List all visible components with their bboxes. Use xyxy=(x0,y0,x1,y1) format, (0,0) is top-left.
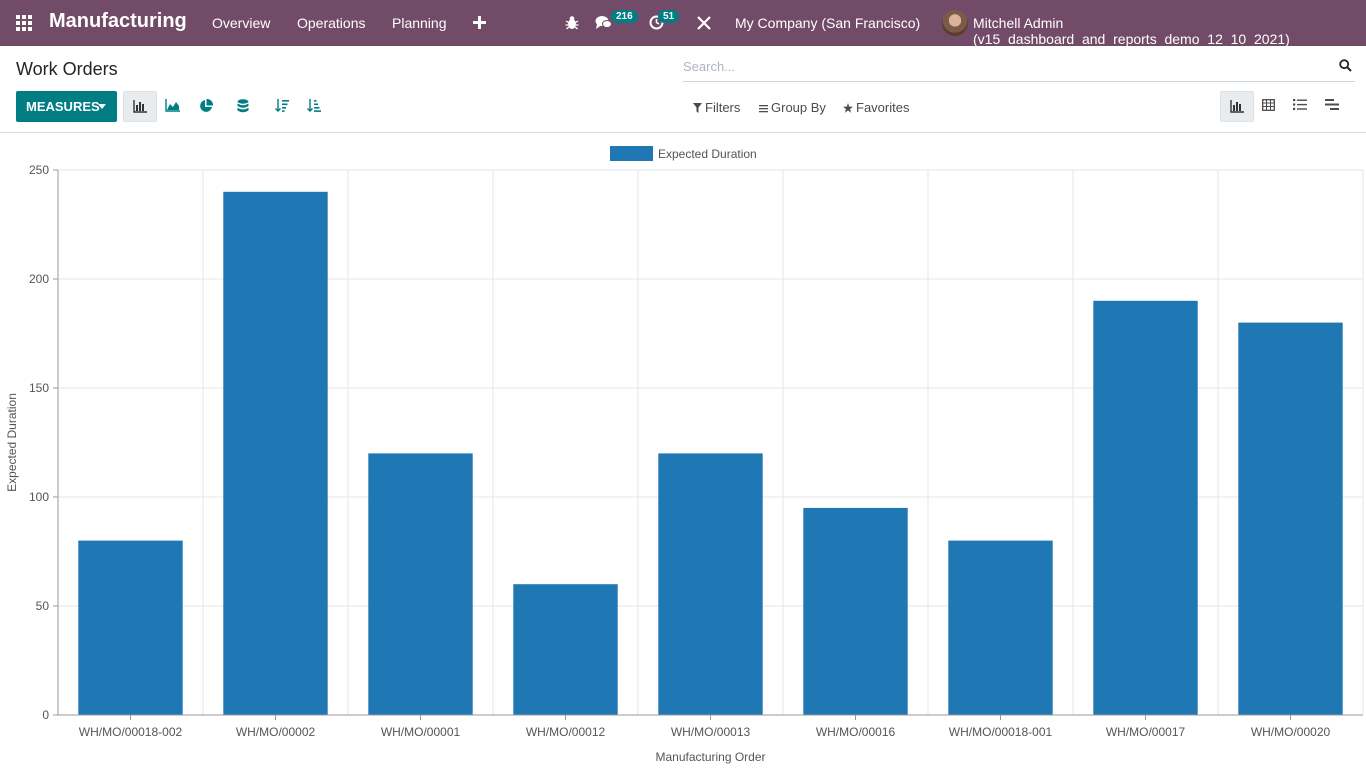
y-tick-label: 200 xyxy=(29,272,49,286)
messages-badge: 216 xyxy=(611,10,638,23)
list-view-button[interactable] xyxy=(1284,91,1318,122)
x-tick-label: WH/MO/00001 xyxy=(381,725,461,739)
pie-chart-icon xyxy=(200,99,213,112)
tools-icon[interactable] xyxy=(697,16,711,35)
user-menu[interactable]: Mitchell Admin (v15_dashboard_and_report… xyxy=(973,15,1290,47)
sort-descending-button[interactable] xyxy=(266,91,300,122)
y-tick-label: 150 xyxy=(29,381,49,395)
apps-menu-icon[interactable] xyxy=(16,15,32,31)
pivot-view-button[interactable] xyxy=(1253,91,1287,122)
bars-icon xyxy=(759,105,768,113)
bug-icon[interactable] xyxy=(565,15,579,35)
x-tick-label: WH/MO/00013 xyxy=(671,725,751,739)
bar xyxy=(368,453,473,715)
bar-chart-view-icon xyxy=(1230,100,1244,113)
y-tick-label: 0 xyxy=(42,708,49,722)
line-chart-mode-button[interactable] xyxy=(156,91,190,122)
company-switcher[interactable]: My Company (San Francisco) xyxy=(735,15,921,31)
y-tick-label: 50 xyxy=(36,599,50,613)
pie-chart-mode-button[interactable] xyxy=(190,91,224,122)
menu-overview[interactable]: Overview xyxy=(212,15,271,31)
page-title: Work Orders xyxy=(16,59,118,79)
x-tick-label: WH/MO/00002 xyxy=(236,725,316,739)
menu-planning[interactable]: Planning xyxy=(392,15,447,31)
bar xyxy=(78,540,183,715)
legend-swatch xyxy=(610,146,653,161)
control-panel-divider xyxy=(0,132,1366,133)
bar xyxy=(658,453,763,715)
bar xyxy=(803,507,908,715)
caret-down-icon xyxy=(98,104,106,109)
y-tick-label: 250 xyxy=(29,163,49,177)
favorites-dropdown[interactable]: Favorites xyxy=(843,100,909,115)
bar xyxy=(948,540,1053,715)
x-tick-label: WH/MO/00018-001 xyxy=(949,725,1053,739)
activities-badge: 51 xyxy=(658,10,680,23)
favorites-label: Favorites xyxy=(856,100,910,115)
bar-chart-mode-button[interactable] xyxy=(123,91,157,122)
group-by-dropdown[interactable]: Group By xyxy=(759,100,826,115)
list-icon xyxy=(1293,99,1307,110)
sort-descending-icon xyxy=(275,99,289,112)
funnel-icon xyxy=(693,103,702,113)
bar xyxy=(1093,300,1198,715)
plus-icon[interactable] xyxy=(473,16,486,34)
x-axis-title: Manufacturing Order xyxy=(655,750,765,764)
sort-ascending-button[interactable] xyxy=(298,91,332,122)
user-avatar[interactable] xyxy=(942,10,968,36)
bar xyxy=(513,584,618,715)
bar xyxy=(223,191,328,716)
menu-operations[interactable]: Operations xyxy=(297,15,366,31)
bar-chart-icon xyxy=(133,100,147,113)
gantt-view-button[interactable] xyxy=(1316,91,1350,122)
tasks-icon xyxy=(1325,99,1339,110)
measures-label: MEASURES xyxy=(26,99,100,114)
database-stack-icon xyxy=(237,99,249,113)
x-tick-label: WH/MO/00020 xyxy=(1251,725,1331,739)
app-brand[interactable]: Manufacturing xyxy=(49,10,187,32)
filters-dropdown[interactable]: Filters xyxy=(693,100,740,115)
chart-legend[interactable]: Expected Duration xyxy=(610,146,757,161)
bar xyxy=(1238,322,1343,715)
search-bar xyxy=(683,55,1355,82)
messages-icon[interactable] xyxy=(595,15,612,35)
x-tick-label: WH/MO/00016 xyxy=(816,725,896,739)
search-icon[interactable] xyxy=(1339,59,1353,73)
x-tick-label: WH/MO/00017 xyxy=(1106,725,1186,739)
group-by-label: Group By xyxy=(771,100,826,115)
graph-view-button[interactable] xyxy=(1220,91,1254,122)
y-tick-label: 100 xyxy=(29,490,49,504)
filters-label: Filters xyxy=(705,100,741,115)
search-input[interactable] xyxy=(683,59,1323,74)
sort-ascending-icon xyxy=(307,99,321,112)
x-tick-label: WH/MO/00018-002 xyxy=(79,725,183,739)
area-chart-icon xyxy=(165,99,180,112)
x-tick-label: WH/MO/00012 xyxy=(526,725,606,739)
stacked-button[interactable] xyxy=(228,91,262,122)
y-axis-title: Expected Duration xyxy=(5,393,19,492)
table-icon xyxy=(1262,99,1275,111)
top-navbar: Manufacturing Overview Operations Planni… xyxy=(0,0,1366,47)
bar-chart: 0 50 100 150 200 250 WH/MO/00018-002 WH/MO/0000… xyxy=(5,163,1364,764)
legend-label: Expected Duration xyxy=(658,147,757,161)
measures-button[interactable]: MEASURES xyxy=(16,91,117,122)
star-icon xyxy=(843,103,853,113)
